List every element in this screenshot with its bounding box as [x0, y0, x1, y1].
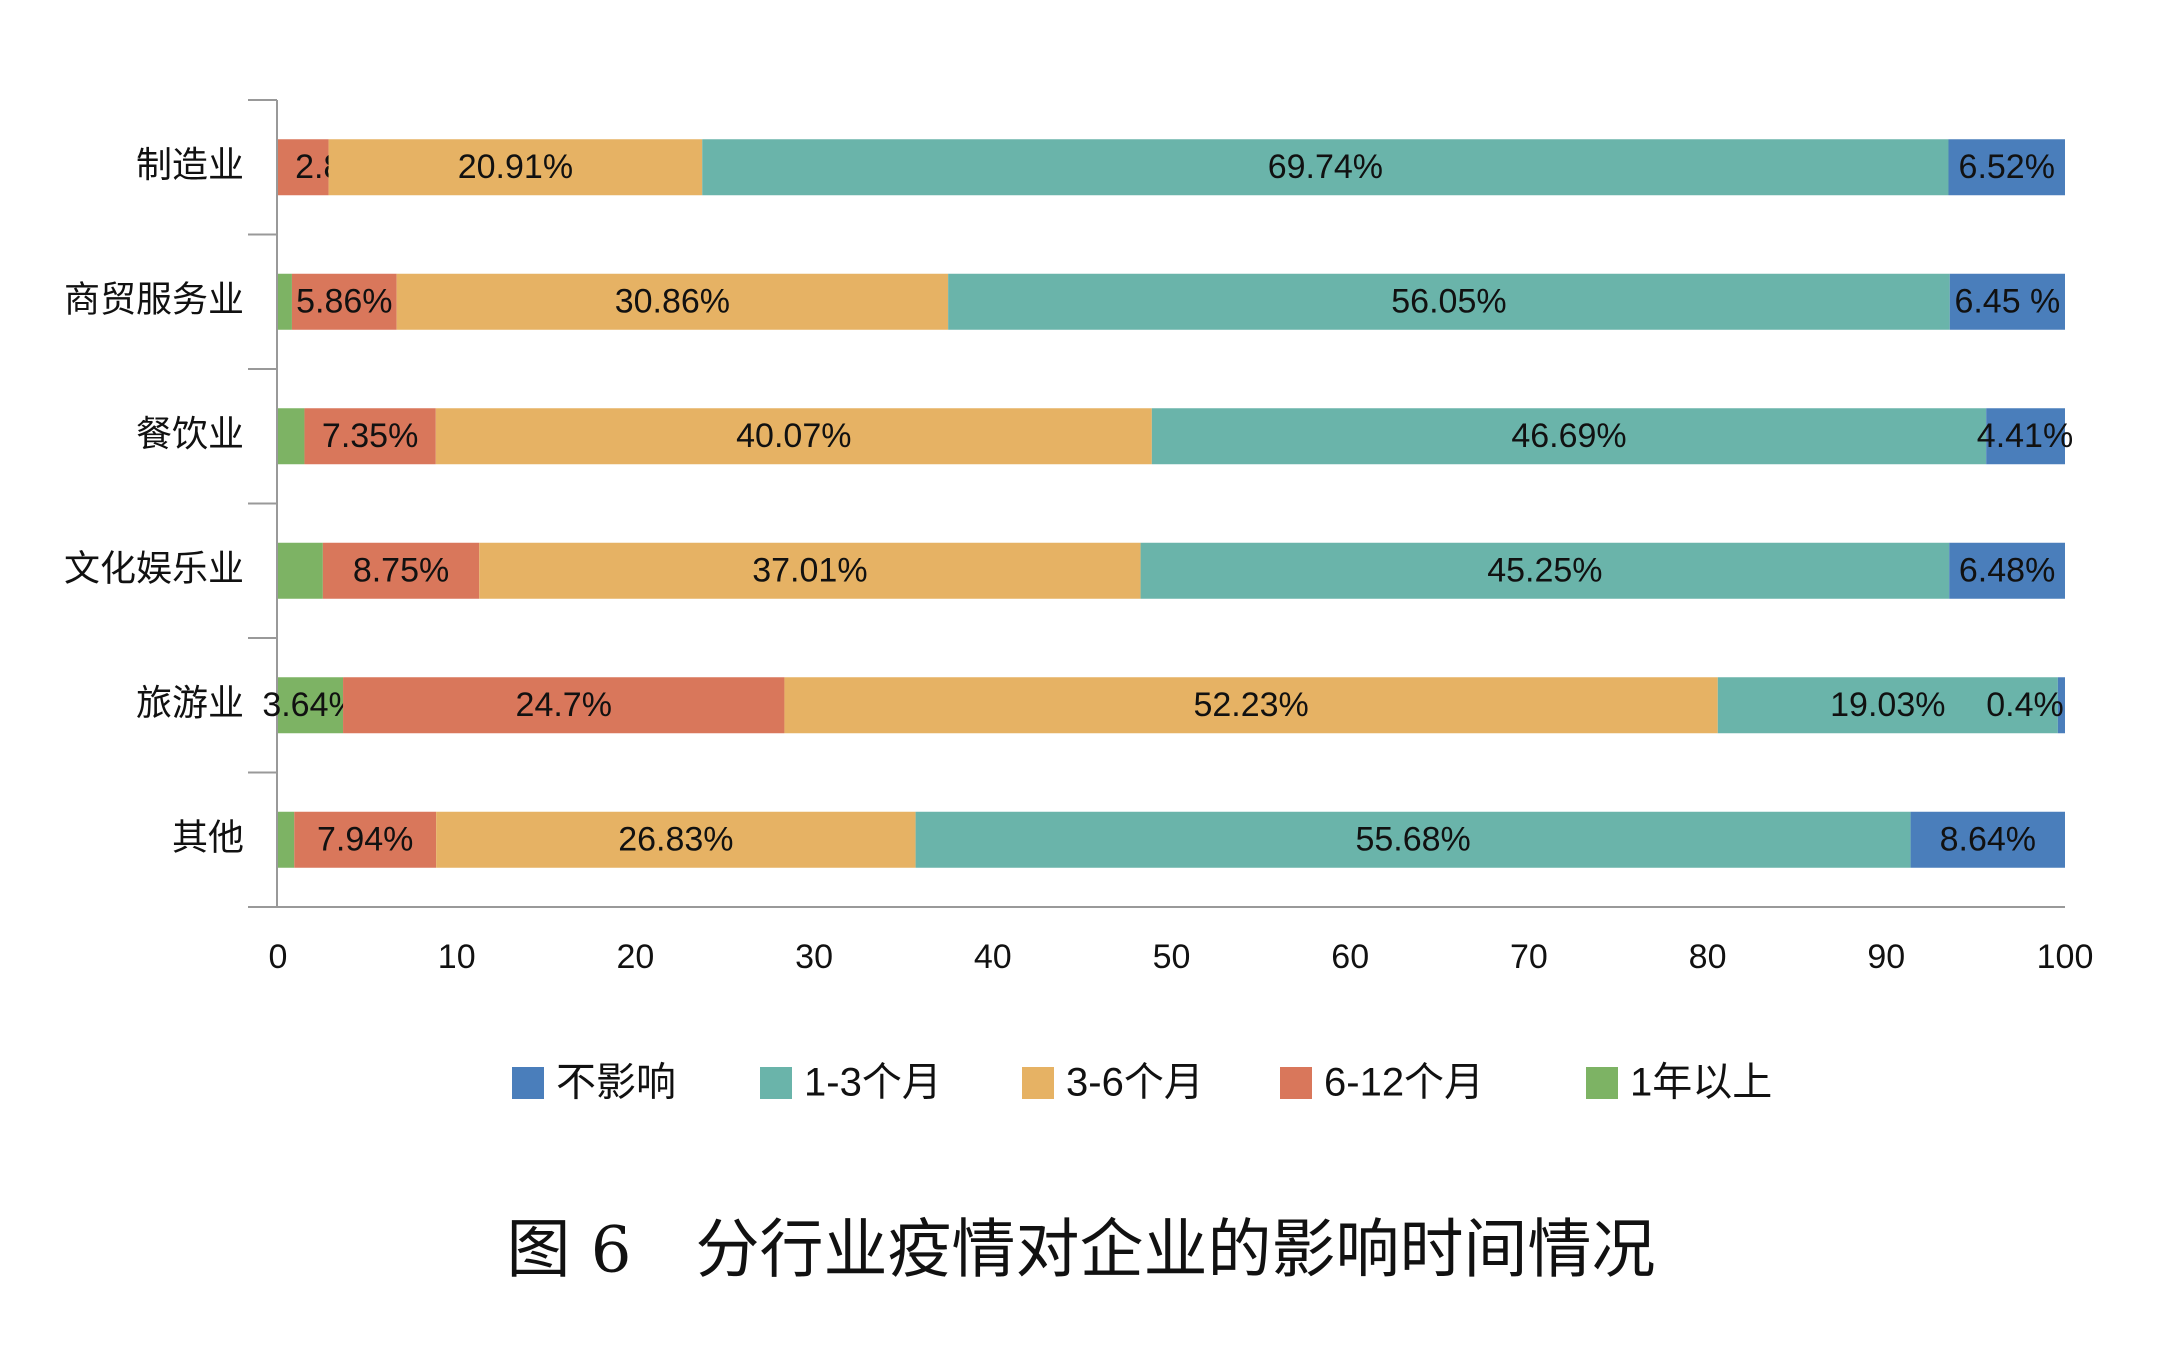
data-label: 3.64% — [262, 686, 358, 724]
x-tick-label: 30 — [795, 938, 833, 976]
bar-segment — [1986, 408, 2065, 465]
bar-segment — [435, 408, 1152, 465]
data-label: 37.01% — [752, 552, 867, 590]
bar-segment — [436, 811, 916, 868]
bar-segment — [278, 677, 344, 734]
bar-segment — [278, 811, 295, 868]
x-tick-label: 80 — [1689, 938, 1727, 976]
data-label: 8.75% — [353, 552, 449, 590]
bar-segment — [396, 273, 949, 330]
x-tick-label: 100 — [2037, 938, 2094, 976]
bar-segment — [1140, 542, 1950, 599]
bar-segment — [1151, 408, 1987, 465]
legend-label: 1年以上 — [1630, 1061, 1772, 1105]
legend-swatch — [760, 1067, 792, 1099]
bar-segment — [479, 542, 1141, 599]
bar-segment — [291, 273, 397, 330]
bar-segment — [294, 811, 437, 868]
bar-segment — [322, 542, 480, 599]
bar-segment — [278, 139, 329, 196]
legend-label: 3-6个月 — [1066, 1061, 1204, 1105]
data-label: 24.7% — [516, 686, 612, 724]
data-label: 19.03% — [1830, 686, 1945, 724]
data-label: 6.52% — [1959, 148, 2055, 186]
y-tick-label: 其他 — [172, 816, 244, 857]
data-label: 5.86% — [296, 283, 392, 321]
data-label: 52.23% — [1193, 686, 1308, 724]
bar-segment — [948, 273, 1950, 330]
x-tick-label: 50 — [1153, 938, 1191, 976]
bar-segment — [2057, 677, 2065, 734]
bar-segment — [1948, 139, 2065, 196]
data-label: 56.05% — [1391, 283, 1506, 321]
y-tick-label: 制造业 — [136, 144, 244, 185]
legend-swatch — [1586, 1067, 1618, 1099]
data-label: 20.91% — [458, 148, 573, 186]
data-label: 46.69% — [1511, 417, 1626, 455]
bar-segment — [278, 542, 323, 599]
x-tick-label: 60 — [1331, 938, 1369, 976]
data-label: 55.68% — [1355, 821, 1470, 859]
data-label: 0.4% — [1986, 686, 2064, 724]
data-label: 26.83% — [618, 821, 733, 859]
y-tick-label: 商贸服务业 — [64, 278, 244, 319]
legend-swatch — [512, 1067, 544, 1099]
data-label: 7.94% — [317, 821, 413, 859]
bar-segment — [1949, 542, 2065, 599]
data-label: 6.48% — [1959, 552, 2055, 590]
chart-title: 图 6 分行业疫情对企业的影响时间情况 — [506, 1214, 1655, 1288]
bar-segment — [278, 408, 305, 465]
data-label: 45.25% — [1487, 552, 1602, 590]
legend-swatch — [1022, 1067, 1054, 1099]
data-label: 8.64% — [1940, 821, 2036, 859]
data-label: 69.74% — [1268, 148, 1383, 186]
bar-segment — [1717, 677, 2058, 734]
bar-segment — [328, 139, 703, 196]
x-tick-label: 40 — [974, 938, 1012, 976]
x-tick-label: 70 — [1510, 938, 1548, 976]
bar-segment — [343, 677, 785, 734]
bar-segment — [1949, 273, 2065, 330]
bar-segment — [702, 139, 1949, 196]
x-tick-label: 0 — [269, 938, 288, 976]
bar-segment — [915, 811, 1911, 868]
data-label: 4.41% — [1977, 417, 2073, 455]
data-label: 7.35% — [322, 417, 418, 455]
y-tick-label: 餐饮业 — [136, 413, 244, 454]
x-tick-label: 20 — [616, 938, 654, 976]
bar-segment — [1910, 811, 2065, 868]
x-tick-label: 10 — [438, 938, 476, 976]
bar-segment — [784, 677, 1718, 734]
bar-segment — [304, 408, 436, 465]
legend-label: 不影响 — [556, 1061, 676, 1105]
x-tick-label: 90 — [1867, 938, 1905, 976]
legend-label: 6-12个月 — [1324, 1061, 1484, 1105]
legend-label: 1-3个月 — [804, 1061, 942, 1105]
y-tick-label: 旅游业 — [136, 682, 244, 723]
legend-swatch — [1280, 1067, 1312, 1099]
y-tick-label: 文化娱乐业 — [64, 547, 244, 588]
data-label: 6.45 % — [1954, 283, 2060, 321]
bar-segment — [278, 273, 292, 330]
data-label: 40.07% — [736, 417, 851, 455]
data-label: 30.86% — [615, 283, 730, 321]
